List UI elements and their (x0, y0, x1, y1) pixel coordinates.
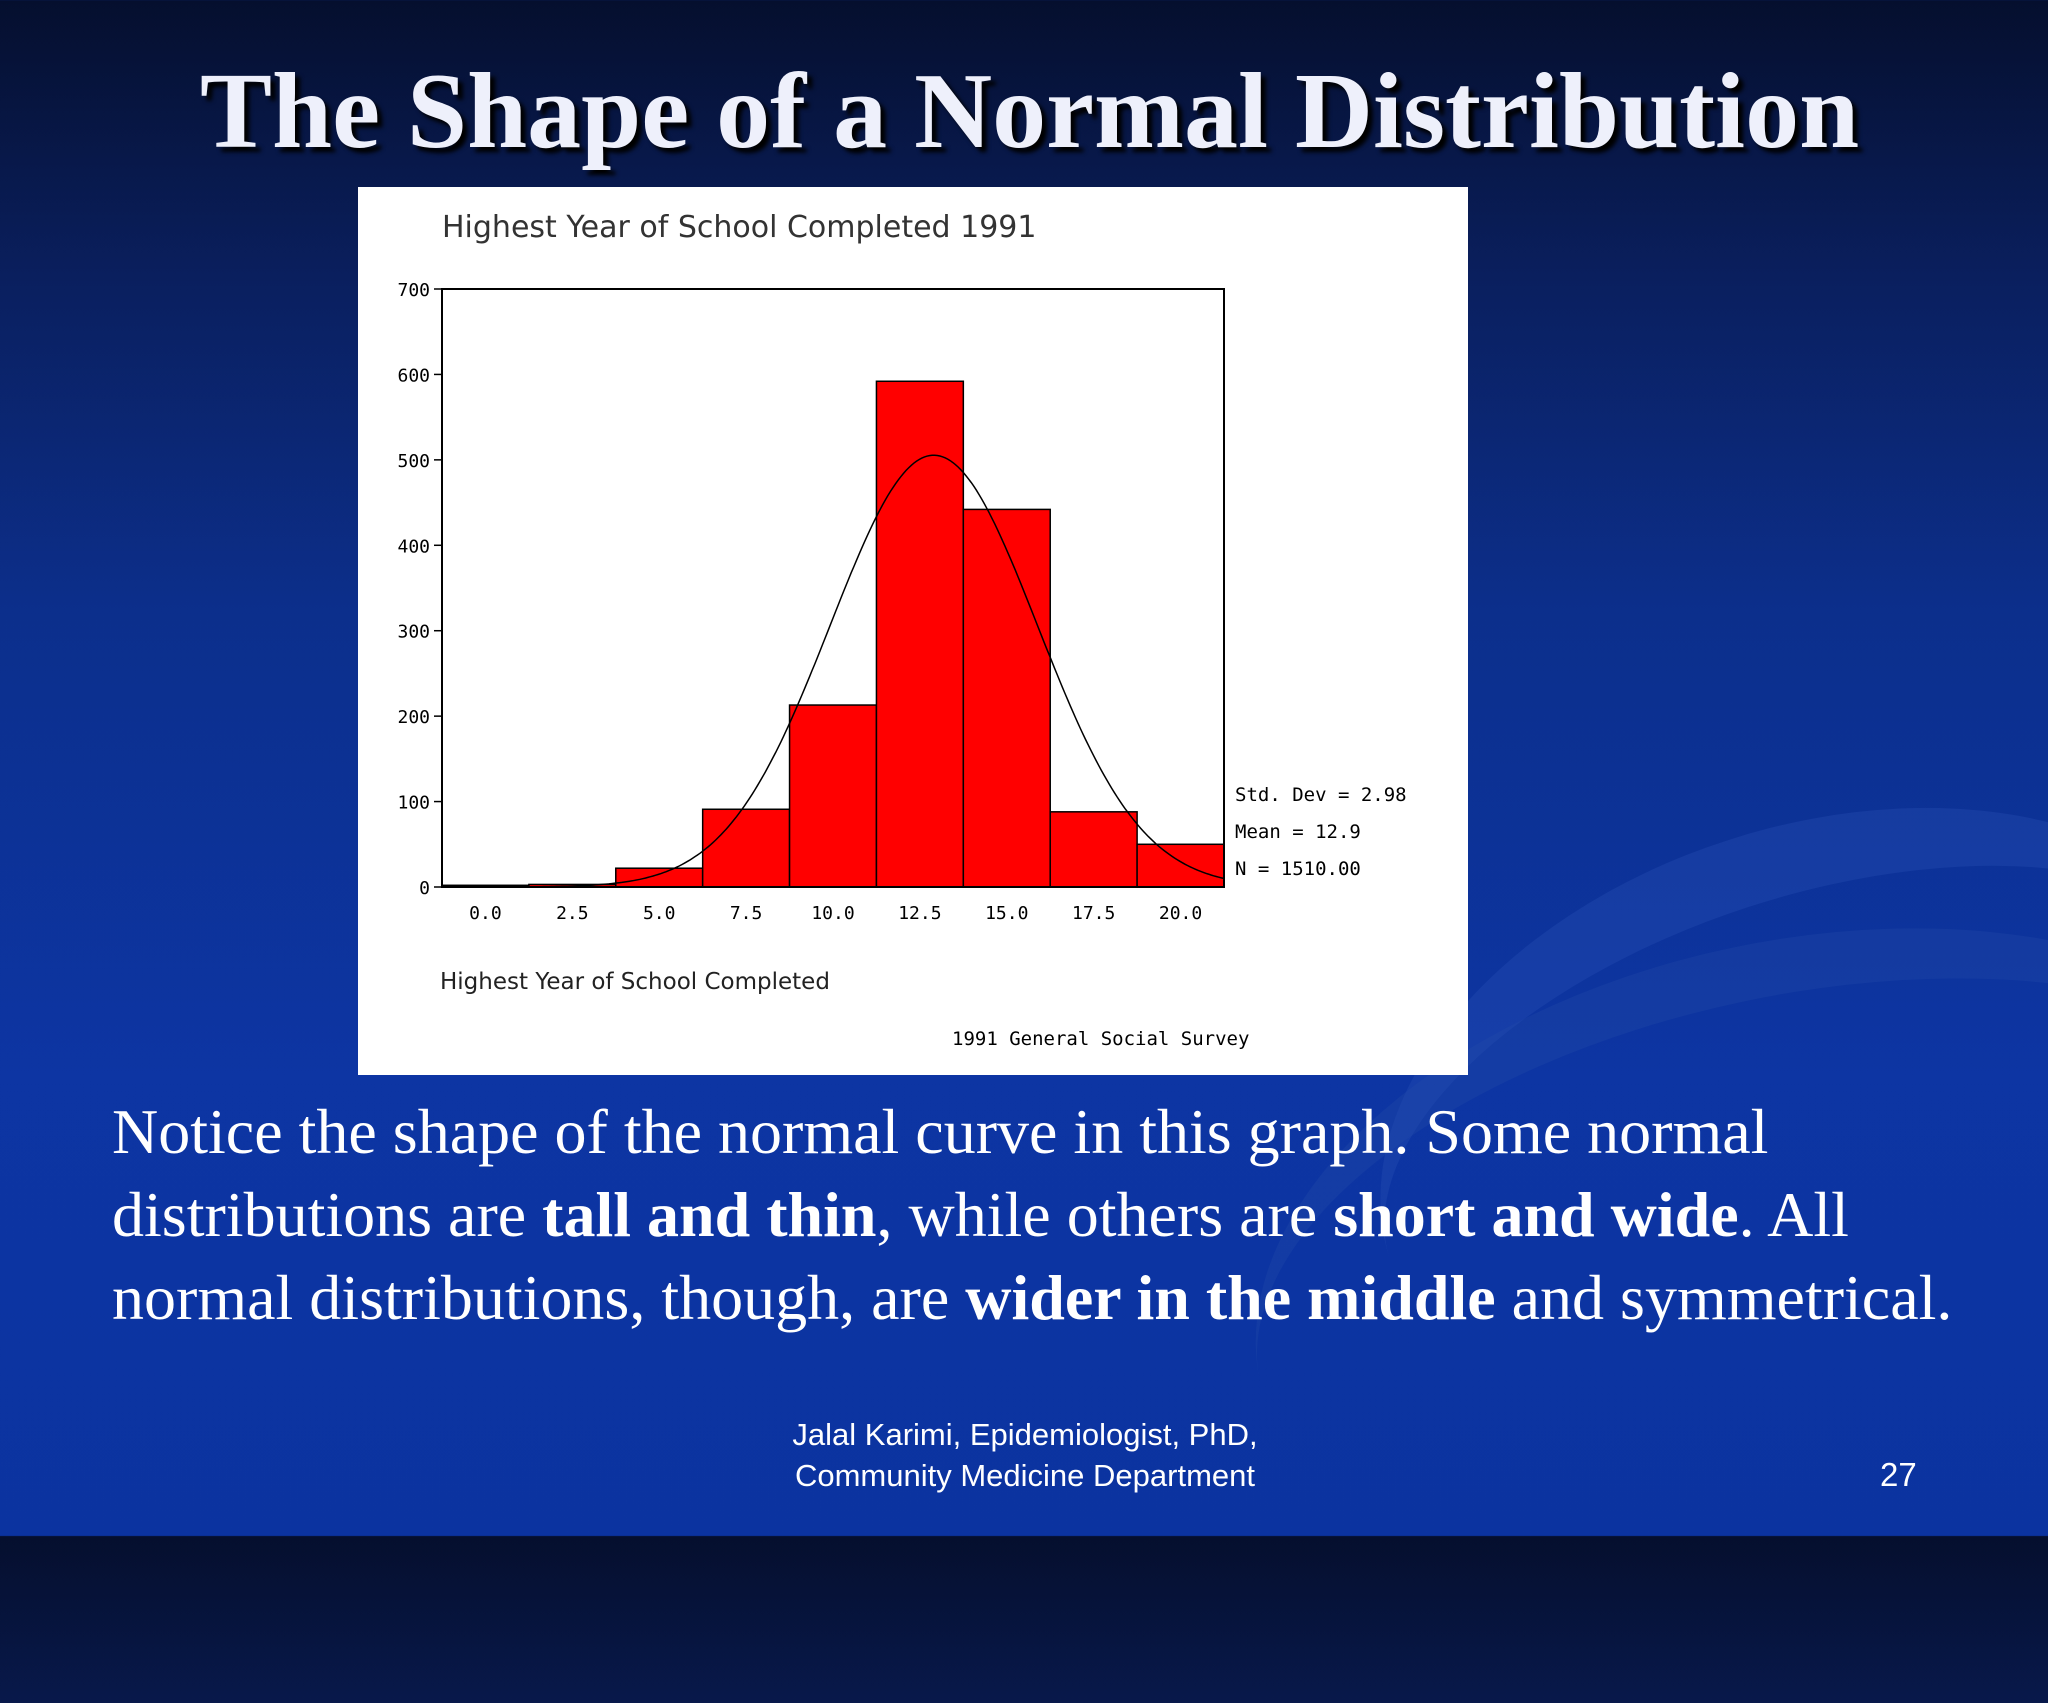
x-tick-label: 12.5 (898, 903, 941, 924)
histogram-bar (701, 808, 791, 888)
histogram-bar (875, 380, 965, 888)
y-tick-label: 700 (397, 280, 430, 301)
y-tick-label: 200 (397, 707, 430, 728)
y-tick-label: 400 (397, 536, 430, 557)
y-tick-label: 300 (397, 622, 430, 643)
footer-author: Jalal Karimi, Epidemiologist, PhD, (792, 1417, 1258, 1452)
x-tick-label: 10.0 (811, 903, 854, 924)
y-tick-label: 500 (397, 451, 430, 472)
y-tick-label: 100 (397, 793, 430, 814)
emphasis-wider-in-middle: wider in the middle (965, 1262, 1496, 1333)
histogram-chart: Highest Year of School Completed 1991 0 1… (397, 210, 1407, 1050)
body-text-segment: and symmetrical. (1495, 1262, 1953, 1333)
slide-body-text: Notice the shape of the normal curve in … (112, 1090, 2012, 1339)
body-text-segment: , while others are (876, 1179, 1334, 1250)
y-tick-label: 0 (419, 878, 430, 899)
stat-mean: Mean = 12.9 (1235, 821, 1361, 843)
stat-n: N = 1510.00 (1235, 858, 1361, 880)
histogram-bar (1136, 843, 1225, 888)
x-tick-label: 15.0 (985, 903, 1028, 924)
histogram-bar (1049, 811, 1138, 888)
emphasis-tall-and-thin: tall and thin (542, 1179, 877, 1250)
body-text-segment: Notice the shape of the normal curve in … (112, 1096, 1769, 1250)
x-axis-label: Highest Year of School Completed (440, 969, 830, 995)
slide-title: The Shape of a Normal Distribution (200, 52, 1860, 171)
source-note: 1991 General Social Survey (952, 1028, 1249, 1050)
y-tick-label: 600 (397, 365, 430, 386)
histogram-bar (615, 867, 704, 888)
chart-title: Highest Year of School Completed 1991 (442, 210, 1036, 245)
plot-frame (441, 288, 1225, 888)
x-tick-label: 17.5 (1072, 903, 1115, 924)
footer-department: Community Medicine Department (794, 1458, 1255, 1493)
emphasis-short-and-wide: short and wide (1333, 1179, 1739, 1250)
page-number: 27 (1880, 1456, 1917, 1493)
x-tick-label: 5.0 (643, 903, 676, 924)
slide-footer: Jalal Karimi, Epidemiologist, PhD, Commu… (680, 1414, 1370, 1496)
body-text-segment: . All normal distributions, though, are (112, 1179, 1849, 1333)
x-tick-label: 0.0 (469, 903, 502, 924)
x-tick-label: 7.5 (730, 903, 763, 924)
x-tick-label: 2.5 (556, 903, 589, 924)
histogram-bar (788, 704, 878, 888)
x-tick-label: 20.0 (1159, 903, 1202, 924)
chart-panel: Highest Year of School Completed 1991 0 1… (358, 187, 1468, 1075)
stat-std-dev: Std. Dev = 2.98 (1235, 784, 1407, 806)
histogram-bar (962, 508, 1051, 888)
